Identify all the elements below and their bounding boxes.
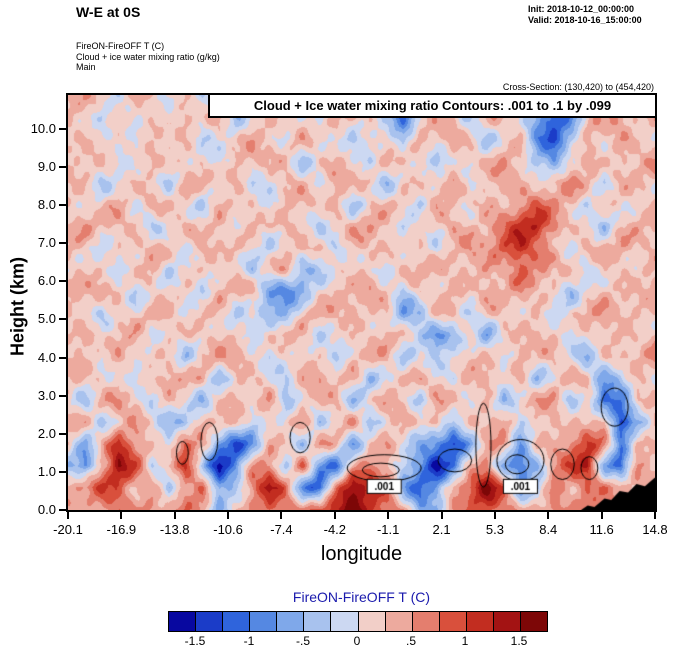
y-tick-mark — [59, 318, 68, 321]
x-tick-mark — [173, 512, 176, 519]
y-tick-label: 7.0 — [37, 235, 56, 251]
y-tick-mark — [59, 394, 68, 397]
colorbar-tick-label: 1.5 — [510, 634, 528, 648]
valid-time: Valid: 2018-10-16_15:00:00 — [528, 15, 642, 25]
x-tick-label: 11.6 — [589, 522, 614, 537]
y-tick-mark — [59, 509, 68, 511]
y-tick-mark — [59, 280, 68, 283]
colorbar-segment — [331, 612, 359, 631]
colorbar-tick-label: 1 — [461, 634, 469, 648]
y-tick-label: 1.0 — [37, 463, 56, 479]
colorbar-tick-label: .5 — [405, 634, 416, 648]
field-line-2: Cloud + ice water mixing ratio (g/kg) — [76, 51, 220, 62]
y-tick-label: 4.0 — [37, 349, 56, 365]
colorbar-segment — [169, 612, 197, 631]
x-tick-mark — [547, 512, 550, 519]
colorbar-segment — [223, 612, 251, 631]
field-line-3: Main — [76, 62, 96, 72]
y-tick-label: 5.0 — [37, 311, 56, 327]
x-tick-mark — [493, 512, 496, 519]
y-tick-mark — [59, 166, 68, 169]
x-tick-mark — [280, 512, 283, 519]
x-tick-mark — [654, 512, 656, 519]
x-axis-label: longitude — [320, 543, 403, 565]
x-tick-label: -4.2 — [323, 522, 347, 537]
x-tick-label: -13.8 — [159, 522, 190, 537]
y-tick-mark — [59, 432, 68, 435]
y-tick-label: 8.0 — [37, 197, 56, 213]
colorbar-segment — [358, 612, 386, 631]
x-tick-mark — [227, 512, 230, 519]
x-tick-label: 5.3 — [485, 522, 504, 537]
cross-section-label: Cross-Section: (130,420) to (454,420) — [502, 82, 654, 92]
y-tick-label: 0.0 — [37, 502, 56, 517]
y-tick-label: 9.0 — [37, 159, 56, 175]
colorbar-segment — [412, 612, 440, 631]
x-tick-mark — [67, 512, 69, 519]
field-line-1: FireON-FireOFF T (C) — [76, 41, 165, 51]
colorbar-segment — [439, 612, 467, 631]
colorbar-segment — [466, 612, 494, 631]
colorbar — [168, 611, 548, 632]
y-tick-mark — [59, 127, 68, 130]
x-tick-label: -1.1 — [376, 522, 400, 537]
colorbar-segment — [493, 612, 522, 631]
x-tick-label: -10.6 — [213, 522, 243, 537]
field-description: FireON-FireOFF T (C) Cloud + ice water m… — [76, 41, 220, 73]
x-tick-label: 2.1 — [432, 522, 451, 537]
colorbar-tick-label: -1 — [243, 634, 255, 648]
x-tick-mark — [600, 512, 603, 519]
colorbar-segment — [521, 612, 548, 631]
x-tick-mark — [120, 512, 123, 519]
x-tick-mark — [387, 512, 390, 519]
colorbar-title: FireON-FireOFF T (C) — [292, 589, 431, 605]
plot-title-box: Cloud + Ice water mixing ratio Contours:… — [208, 93, 657, 118]
colorbar-tick-label: -1.5 — [184, 634, 206, 648]
y-tick-label: 3.0 — [37, 387, 56, 403]
figure-title: W-E at 0S — [76, 4, 141, 20]
init-time: Init: 2018-10-12_00:00:00 — [528, 4, 635, 14]
colorbar-tick-label: 0 — [353, 634, 361, 648]
x-tick-label: -16.9 — [106, 522, 137, 537]
plot-area: Cloud + Ice water mixing ratio Contours:… — [66, 93, 657, 512]
y-tick-label: 2.0 — [37, 425, 56, 441]
x-tick-label: -7.4 — [270, 522, 293, 537]
y-tick-mark — [59, 242, 68, 245]
colorbar-segment — [277, 612, 305, 631]
colorbar-segment — [196, 612, 224, 631]
timestamp-block: Init: 2018-10-12_00:00:00 Valid: 2018-10… — [528, 4, 642, 26]
colorbar-segment — [385, 612, 413, 631]
colorbar-segment — [304, 612, 332, 631]
y-tick-mark — [59, 470, 68, 473]
colorbar-segment — [250, 612, 278, 631]
colorbar-tick-label: -.5 — [295, 634, 310, 648]
x-tick-mark — [440, 512, 443, 519]
x-tick-label: -20.1 — [53, 522, 83, 537]
x-tick-label: 8.4 — [539, 522, 558, 537]
y-tick-mark — [59, 356, 68, 359]
heatmap-canvas — [68, 95, 655, 510]
y-tick-mark — [59, 204, 68, 207]
y-tick-label: 6.0 — [37, 273, 56, 289]
x-tick-mark — [333, 512, 336, 519]
y-tick-label: 10.0 — [30, 120, 56, 136]
x-tick-label: 14.8 — [642, 522, 668, 537]
